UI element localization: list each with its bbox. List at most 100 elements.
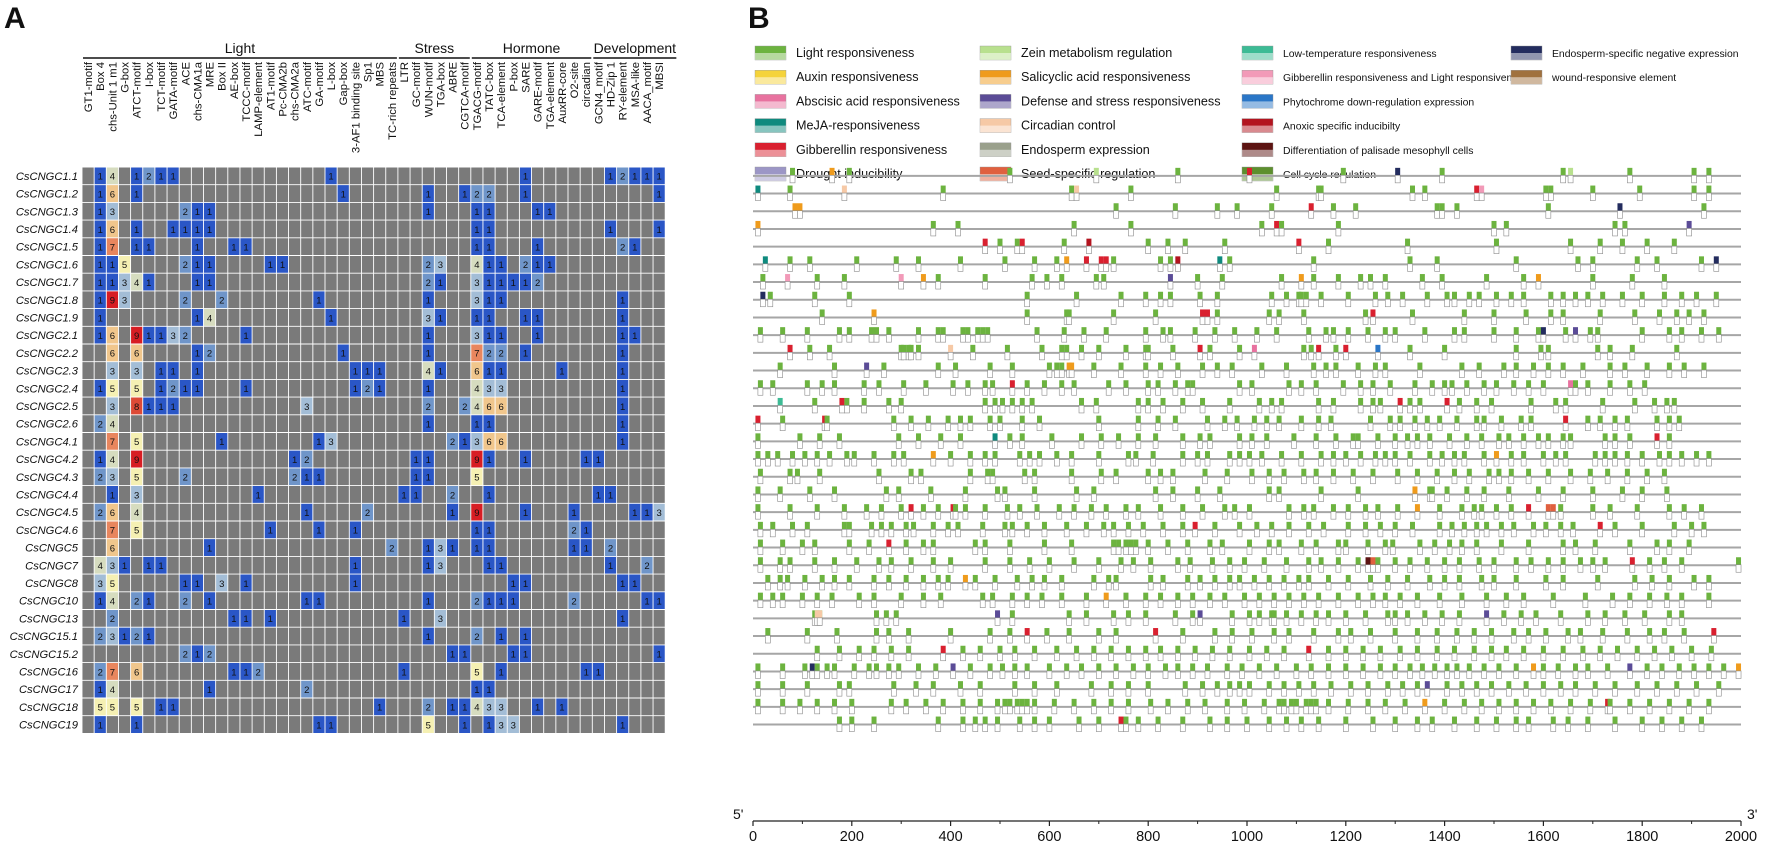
cis-element-box [777, 574, 783, 583]
heatmap-cell [106, 361, 119, 380]
cis-element-box [1407, 557, 1413, 565]
cis-element-box [987, 362, 993, 371]
cis-element-box [953, 504, 959, 512]
cis-element-box [1142, 334, 1149, 343]
cis-element-box [982, 716, 988, 725]
cis-element-box [1091, 486, 1097, 494]
cis-element-box [1108, 652, 1114, 662]
cis-element-box [1375, 440, 1381, 449]
legend-label: Endosperm-specific negative expression [1552, 49, 1739, 60]
cell-value-label: 1 [316, 596, 321, 607]
heatmap-cell [422, 202, 435, 221]
cis-element-box [923, 698, 929, 707]
cis-element-box [816, 475, 823, 485]
cis-element-box [1058, 582, 1065, 591]
cis-element-box [1167, 291, 1173, 300]
cis-element-box [1370, 723, 1376, 732]
cis-element-box [1145, 352, 1151, 361]
heatmap-cell [203, 308, 216, 327]
cis-element-box [1404, 245, 1411, 254]
cell-value-label: 1 [146, 278, 151, 289]
cis-element-box [1016, 723, 1023, 732]
cis-element-box [1199, 405, 1206, 414]
heatmap-cell [288, 450, 301, 468]
heatmap-cell [422, 450, 435, 468]
cis-element-box [1646, 706, 1653, 715]
cis-element-box [1614, 652, 1621, 662]
cell-value-label: 2 [183, 650, 188, 661]
legend-label: Gibberellin responsiveness [796, 143, 947, 157]
cis-element-box [1624, 451, 1630, 459]
cis-element-box [1612, 723, 1618, 732]
cis-element-box [1032, 486, 1038, 494]
heatmap-cell [446, 485, 459, 504]
cis-element-box [799, 539, 805, 548]
cis-element-box [846, 298, 853, 308]
legend-swatch-fade [755, 77, 786, 85]
cis-element-box [1368, 574, 1373, 583]
cis-element-box [977, 688, 984, 697]
cis-element-box [1004, 504, 1010, 512]
cell-value-label: 5 [134, 473, 139, 484]
cis-element-box [992, 458, 998, 467]
heatmap-cell [239, 237, 253, 256]
cell-value-label: 1 [486, 207, 491, 218]
cis-element-box [1715, 688, 1722, 697]
cis-element-box [1311, 628, 1317, 636]
cis-element-box [755, 511, 761, 520]
cis-element-box [864, 362, 870, 371]
cis-element-box [1279, 451, 1285, 459]
cell-value-label: 1 [207, 225, 212, 236]
heatmap-cell [531, 237, 544, 256]
column-label: LTR [399, 62, 411, 83]
cis-element-box [1449, 529, 1455, 538]
cis-element-box [1720, 670, 1727, 679]
cis-element-box [1478, 440, 1485, 449]
cis-element-box [1370, 592, 1376, 601]
heatmap-cell [312, 290, 325, 309]
cis-element-box [1162, 670, 1169, 679]
cis-element-box [957, 440, 964, 449]
cis-element-box [873, 670, 880, 679]
cis-element-box [1310, 281, 1317, 290]
heatmap-cell [410, 450, 423, 468]
cis-element-box [1256, 599, 1263, 608]
cis-element-box [1545, 468, 1551, 477]
cis-element-box [1708, 652, 1715, 662]
legend-swatch-fade [755, 125, 786, 133]
cis-element-box [1404, 582, 1411, 591]
cis-element-box [930, 546, 937, 555]
cis-element-box [876, 564, 882, 573]
cis-element-box [1165, 539, 1171, 548]
cis-element-box [1489, 397, 1495, 406]
cis-element-box [780, 663, 786, 671]
cell-value-label: 1 [195, 260, 200, 271]
column-label: chs-CMA2a [290, 61, 302, 121]
cis-element-box [1385, 574, 1391, 583]
legend-swatch-fade [980, 77, 1011, 85]
cis-element-box [779, 599, 786, 608]
cell-value-label: 4 [98, 561, 103, 572]
cis-element-box [1236, 529, 1243, 538]
cis-element-box [1523, 688, 1529, 697]
cis-element-box [1352, 210, 1359, 219]
cis-element-box [883, 486, 889, 494]
cis-element-box [1424, 688, 1431, 697]
cis-element-box [1286, 504, 1292, 512]
cis-element-box [1041, 539, 1047, 548]
cis-element-box [1622, 610, 1628, 618]
cis-element-box [1550, 592, 1556, 601]
legend-swatch-fade [1242, 53, 1273, 60]
cis-element-box [1434, 203, 1440, 211]
cis-element-box [1594, 334, 1601, 343]
cis-element-box [1286, 635, 1292, 644]
cis-element-box [797, 210, 803, 219]
cis-element-box [811, 564, 818, 573]
cis-element-box [1266, 681, 1272, 689]
cis-element-box [1083, 521, 1089, 530]
cis-element-box [1414, 475, 1421, 485]
cis-element-box [1607, 504, 1613, 512]
cis-element-box [1701, 369, 1707, 378]
cis-element-box [1461, 309, 1467, 317]
cis-element-box [1175, 362, 1181, 371]
